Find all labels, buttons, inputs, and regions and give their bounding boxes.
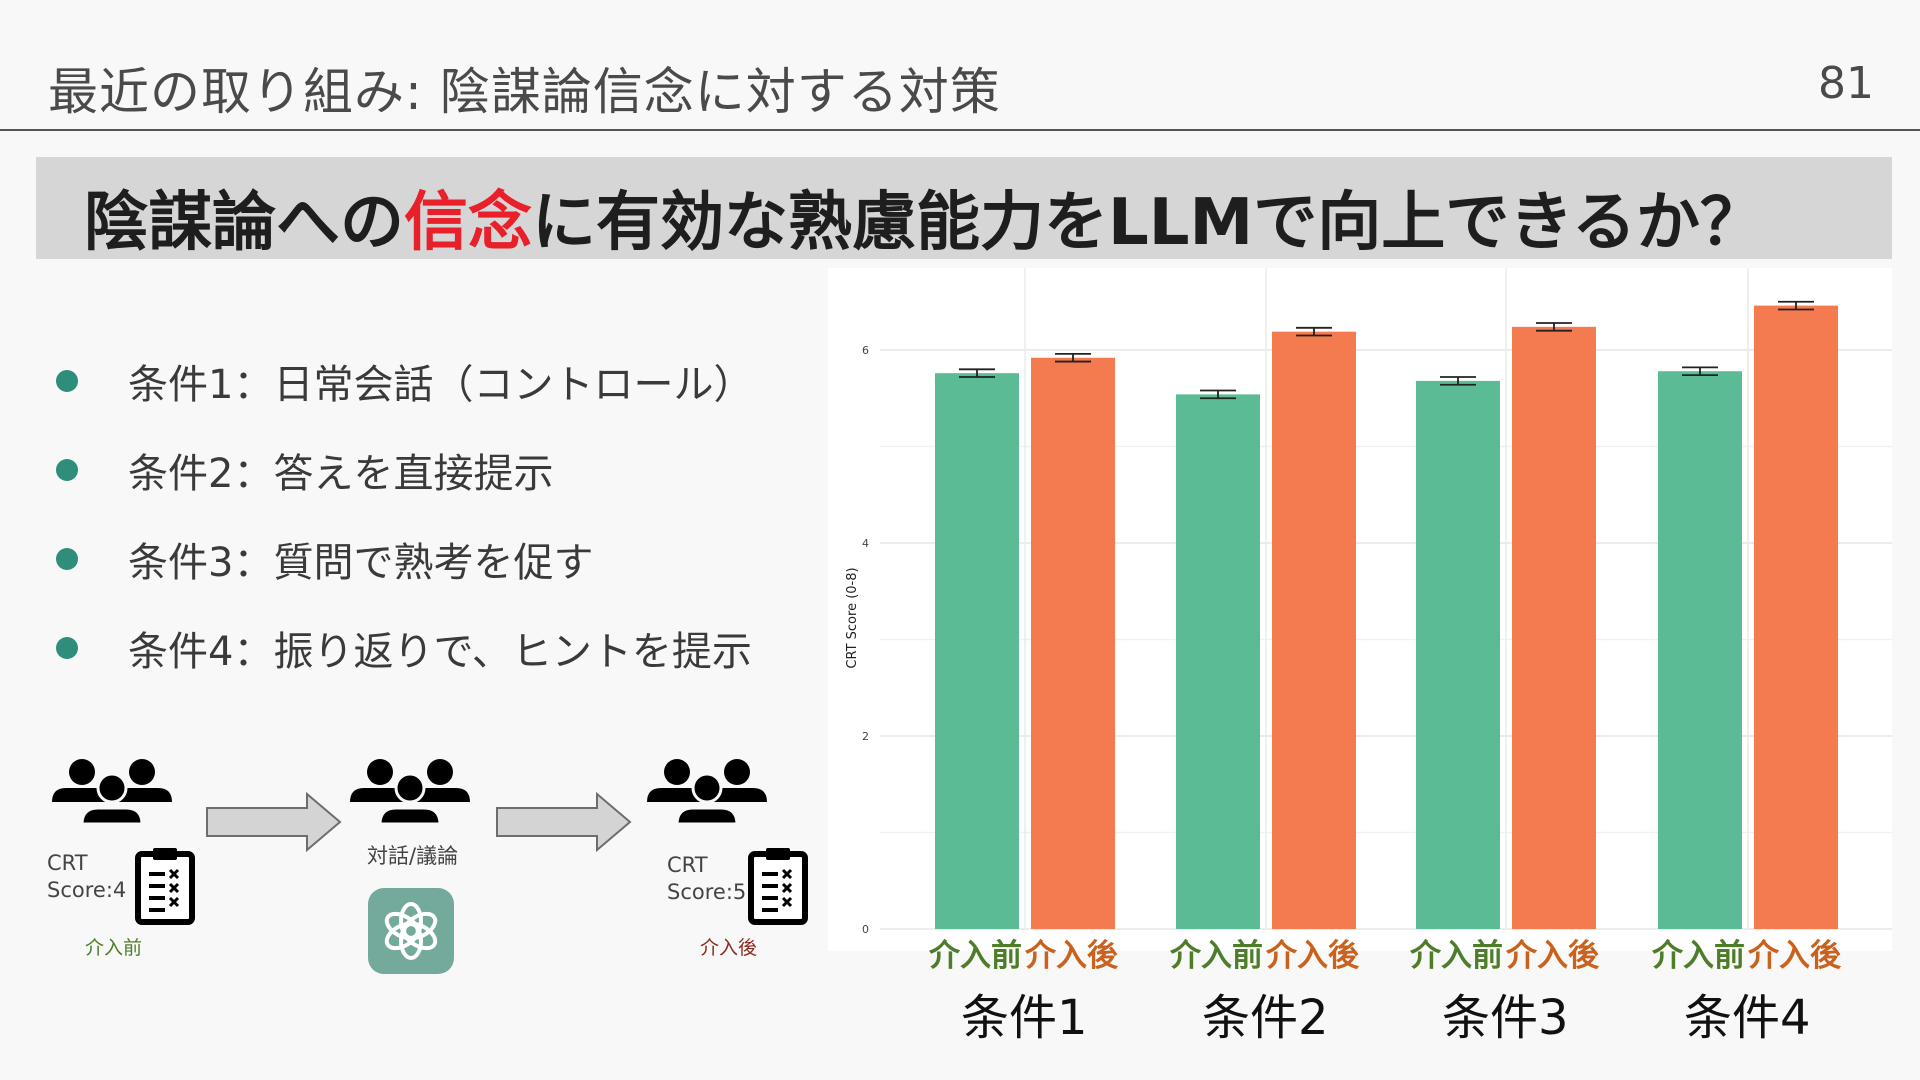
arrow-right-icon — [206, 793, 341, 851]
question-text: 陰謀論への信念に有効な熟慮能力をLLMで向上できるか？ — [84, 171, 1764, 263]
bar — [1754, 305, 1838, 929]
start-score-label: CRT Score:4 — [47, 851, 127, 902]
slide-title: 最近の取り組み: 陰謀論信念に対する対策 — [48, 63, 1001, 121]
title-divider — [0, 129, 1920, 131]
chatgpt-logo-icon — [368, 888, 454, 974]
bullet-icon — [56, 370, 78, 392]
bar-label-after: 介入後 — [1506, 938, 1599, 974]
y-tick-label: 0 — [862, 923, 869, 936]
bar — [1176, 394, 1260, 929]
bar-chart: 0 2 4 6 CRT Score (0-8) — [845, 268, 1892, 936]
arrow-right-icon — [496, 793, 631, 851]
group-icon — [645, 757, 769, 826]
bar-label-after: 介入後 — [1025, 938, 1118, 974]
group-icon — [50, 757, 174, 826]
category-label: 条件3 — [1442, 990, 1569, 1046]
y-tick-label: 4 — [862, 537, 869, 550]
bullet-icon — [56, 637, 78, 659]
bar-label-before: 介入前 — [1652, 938, 1745, 974]
bar — [1031, 357, 1115, 930]
bar — [1272, 331, 1356, 929]
question-before: 陰謀論への — [84, 186, 404, 260]
bar — [935, 373, 1019, 929]
category-label: 条件2 — [1202, 990, 1329, 1046]
end-stage-label: 介入後 — [700, 937, 758, 959]
chart-panel: 0 2 4 6 CRT Score (0-8) — [828, 268, 1892, 951]
start-stage-label: 介入前 — [85, 937, 143, 959]
checklist-icon — [751, 848, 805, 922]
condition-text: 条件2：答えを直接提示 — [128, 451, 554, 497]
y-tick-label: 6 — [862, 344, 869, 357]
question-after: に有効な熟慮能力をLLMで向上できるか？ — [532, 186, 1764, 260]
bar-label-after: 介入後 — [1748, 938, 1841, 974]
bullet-icon — [56, 548, 78, 570]
category-label: 条件1 — [961, 990, 1088, 1046]
bar-label-after: 介入後 — [1266, 938, 1359, 974]
bar-label-before: 介入前 — [1170, 938, 1263, 974]
checklist-icon — [138, 848, 192, 922]
bar-label-before: 介入前 — [1410, 938, 1503, 974]
question-highlight: 信念 — [404, 186, 532, 260]
bar — [1512, 326, 1596, 930]
condition-text: 条件3：質問で熟考を促す — [128, 540, 594, 586]
page-number: 81 — [1818, 58, 1874, 109]
y-tick-label: 2 — [862, 730, 869, 743]
condition-text: 条件1：日常会話（コントロール） — [128, 362, 754, 408]
flow-diagram — [50, 757, 828, 974]
category-label: 条件4 — [1684, 990, 1811, 1046]
middle-label: 対話/議論 — [367, 844, 459, 868]
bar — [1416, 380, 1500, 929]
question-banner: 陰謀論への信念に有効な熟慮能力をLLMで向上できるか？ — [36, 157, 1892, 260]
end-score-label: CRT Score:5 — [667, 853, 747, 904]
group-icon — [348, 757, 472, 826]
condition-text: 条件4：振り返りで、ヒントを提示 — [128, 629, 752, 675]
bullet-icon — [56, 459, 78, 481]
y-axis-label: CRT Score (0-8) — [845, 567, 860, 668]
bar — [1658, 371, 1742, 930]
bar-label-before: 介入前 — [929, 938, 1022, 974]
